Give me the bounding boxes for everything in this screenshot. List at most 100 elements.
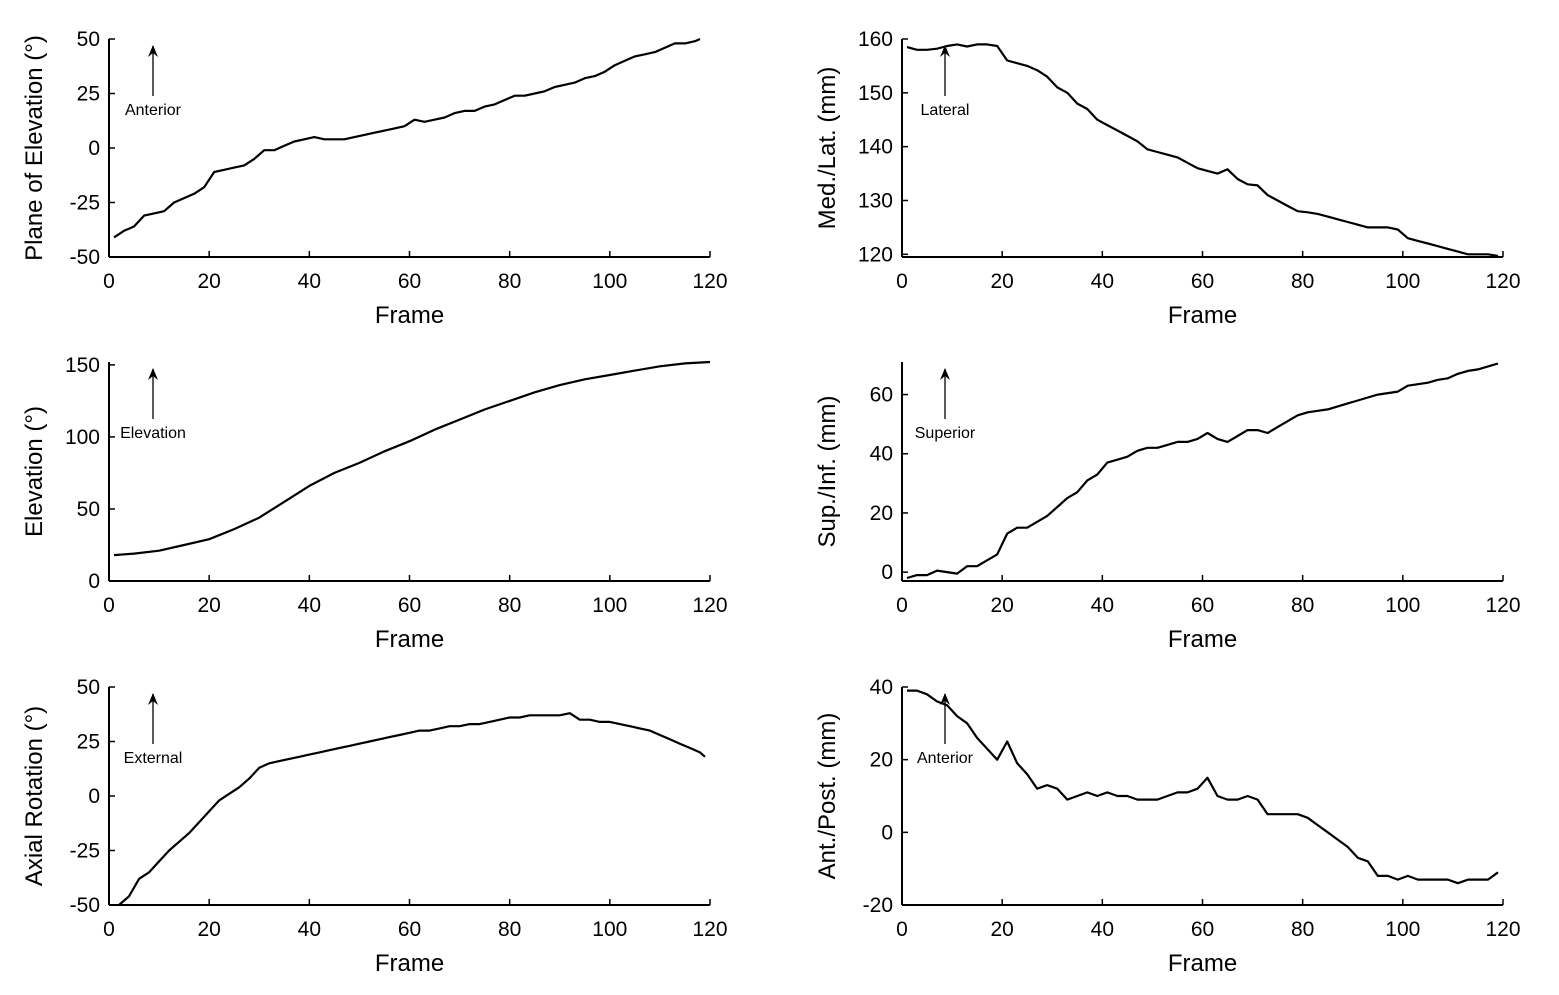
y-tick-label: -50 <box>70 246 100 269</box>
series-line-top-right-0 <box>906 43 1499 257</box>
x-tick-label: 80 <box>498 594 521 617</box>
x-tick-label: 120 <box>692 270 727 293</box>
x-tick-label: 120 <box>1485 594 1520 617</box>
y-tick-label: -25 <box>70 192 100 215</box>
x-tick-label: 100 <box>592 270 627 293</box>
y-tick-label: 25 <box>77 731 100 754</box>
direction-label: Anterior <box>917 750 974 767</box>
y-tick-label: 0 <box>88 137 100 160</box>
x-tick-label: 40 <box>1091 270 1114 293</box>
x-tick-label: 120 <box>1485 918 1520 941</box>
x-tick-label: 0 <box>103 270 115 293</box>
y-tick-label: -50 <box>70 894 100 917</box>
x-tick-label: 20 <box>990 594 1013 617</box>
x-tick-label: 120 <box>692 594 727 617</box>
x-tick-label: 0 <box>896 270 908 293</box>
series-line-top-left-0 <box>113 37 701 239</box>
direction-label: Elevation <box>120 425 186 442</box>
x-tick-label: 0 <box>896 918 908 941</box>
x-tick-label: 20 <box>990 918 1013 941</box>
series-line-middle-right-0 <box>906 362 1499 580</box>
x-tick-label: 100 <box>592 594 627 617</box>
y-tick-label: 130 <box>858 189 893 212</box>
y-tick-label: 0 <box>88 785 100 808</box>
x-tick-label: 60 <box>398 918 421 941</box>
x-axis-title: Frame <box>375 302 444 329</box>
x-tick-label: 100 <box>1385 270 1420 293</box>
y-axis-title: Med./Lat. (mm) <box>814 67 841 230</box>
panel-middle-right: 0 20 40 60 80 100 120 60 40 20 0 Frame Sup./Inf. (mm… <box>814 362 1521 653</box>
x-tick-label: 80 <box>498 918 521 941</box>
y-axis-title: Plane of Elevation (°) <box>21 35 48 261</box>
panel-bottom-left: 0 20 40 60 80 100 120 50 25 0 -25 -50 Frame Axial Rot… <box>21 676 728 977</box>
x-tick-label: 20 <box>197 594 220 617</box>
x-axis-title: Frame <box>375 950 444 977</box>
y-axis-title: Ant./Post. (mm) <box>814 713 841 880</box>
x-tick-label: 0 <box>103 594 115 617</box>
x-tick-label: 80 <box>1291 594 1314 617</box>
series-line-bottom-left-0 <box>118 712 706 906</box>
x-tick-label: 40 <box>1091 594 1114 617</box>
x-tick-label: 0 <box>103 918 115 941</box>
y-tick-label: 120 <box>858 243 893 266</box>
x-tick-label: 40 <box>298 594 321 617</box>
x-tick-label: 100 <box>1385 594 1420 617</box>
y-tick-label: 50 <box>77 676 100 699</box>
x-tick-label: 100 <box>1385 918 1420 941</box>
x-tick-label: 80 <box>498 270 521 293</box>
y-tick-label: 20 <box>870 749 893 772</box>
x-tick-label: 100 <box>592 918 627 941</box>
x-tick-label: 40 <box>298 918 321 941</box>
y-tick-label: 0 <box>881 561 893 584</box>
x-tick-label: 0 <box>896 594 908 617</box>
panel-middle-left: 0 20 40 60 80 100 120 150 100 50 0 Frame Elevation (… <box>21 354 728 653</box>
y-tick-label: 150 <box>858 82 893 105</box>
y-axis-title: Axial Rotation (°) <box>21 706 48 886</box>
x-tick-label: 60 <box>1191 270 1214 293</box>
series-line-bottom-right-0 <box>907 689 1499 885</box>
y-axis-title: Elevation (°) <box>21 406 48 537</box>
direction-label: Lateral <box>921 102 970 119</box>
direction-label: Anterior <box>125 102 182 119</box>
y-tick-label: 100 <box>65 426 100 449</box>
panel-top-right: 0 20 40 60 80 100 120 160 150 140 130 120 Frame Med./… <box>814 28 1521 329</box>
x-tick-label: 60 <box>398 270 421 293</box>
y-tick-label: -20 <box>863 894 893 917</box>
direction-label: External <box>124 750 183 767</box>
x-tick-label: 20 <box>197 270 220 293</box>
x-tick-label: 120 <box>692 918 727 941</box>
y-tick-label: 150 <box>65 354 100 377</box>
y-tick-label: 40 <box>870 443 893 466</box>
y-tick-label: 25 <box>77 83 100 106</box>
x-tick-label: 120 <box>1485 270 1520 293</box>
series-line-middle-left-0 <box>113 360 711 557</box>
direction-label: Superior <box>915 425 976 442</box>
y-tick-label: 50 <box>77 498 100 521</box>
y-tick-label: 140 <box>858 136 893 159</box>
y-tick-label: 160 <box>858 28 893 51</box>
y-tick-label: 0 <box>881 821 893 844</box>
x-axis-title: Frame <box>1168 626 1237 653</box>
panel-top-left: 0 20 40 60 80 100 120 50 25 0 -25 -50 Frame Plane of … <box>21 28 728 329</box>
x-tick-label: 40 <box>1091 918 1114 941</box>
x-axis-title: Frame <box>375 626 444 653</box>
y-tick-label: 50 <box>77 28 100 51</box>
y-tick-label: 60 <box>870 384 893 407</box>
y-tick-label: 20 <box>870 502 893 525</box>
y-tick-label: -25 <box>70 840 100 863</box>
x-tick-label: 60 <box>398 594 421 617</box>
x-tick-label: 20 <box>990 270 1013 293</box>
y-tick-label: 0 <box>88 570 100 593</box>
x-axis-title: Frame <box>1168 950 1237 977</box>
y-axis-title: Sup./Inf. (mm) <box>814 395 841 547</box>
x-tick-label: 80 <box>1291 918 1314 941</box>
y-tick-label: 40 <box>870 676 893 699</box>
x-axis-title: Frame <box>1168 302 1237 329</box>
x-tick-label: 60 <box>1191 594 1214 617</box>
x-tick-label: 80 <box>1291 270 1314 293</box>
x-tick-label: 40 <box>298 270 321 293</box>
x-tick-label: 60 <box>1191 918 1214 941</box>
x-tick-label: 20 <box>197 918 220 941</box>
